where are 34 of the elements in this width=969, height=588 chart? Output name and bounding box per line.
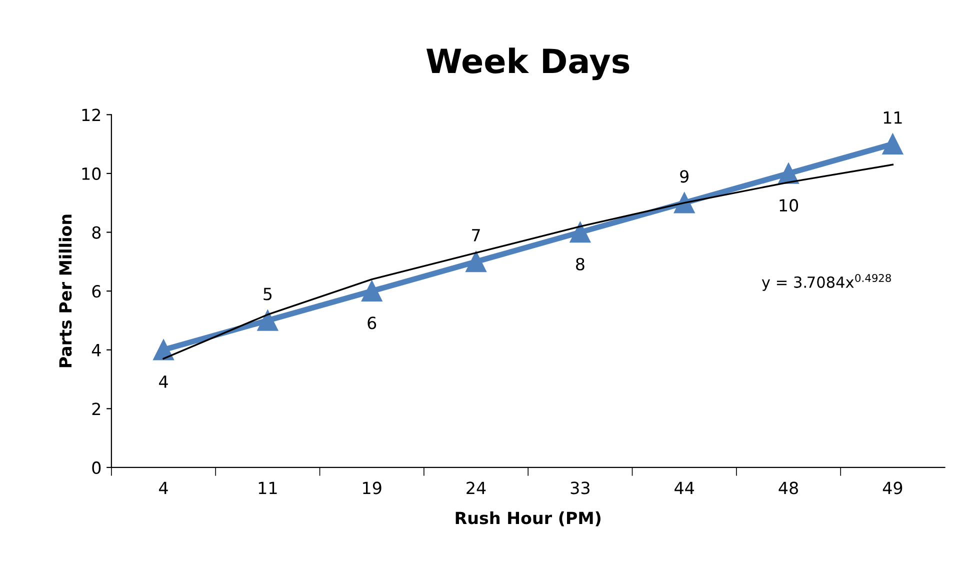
- x-tick-label: 49: [882, 482, 902, 494]
- x-tick-label: 33: [570, 482, 590, 494]
- data-label: 6: [368, 316, 376, 330]
- point: [361, 280, 382, 302]
- y-tick-label: 2: [92, 402, 100, 415]
- point: [570, 222, 591, 243]
- x-tick-label: 19: [363, 482, 382, 494]
- y-tick-label: 12: [82, 108, 100, 121]
- x-tick-label: 44: [674, 482, 694, 494]
- x-tick-label: 4: [159, 482, 168, 494]
- y-tick-label: 4: [92, 344, 101, 356]
- data-label: 7: [472, 229, 480, 242]
- data-label: 8: [576, 258, 584, 270]
- y-tick-label: 0: [92, 461, 101, 474]
- x-axis-title: Rush Hour (PM): [456, 511, 600, 526]
- data-label: 5: [264, 288, 272, 300]
- point: [257, 310, 278, 331]
- x-tick-label: 48: [778, 482, 798, 494]
- point: [466, 251, 486, 272]
- chart-title: Week Days: [426, 48, 630, 80]
- y-tick-label: 8: [92, 226, 101, 239]
- x-tick-label: 11: [258, 482, 277, 494]
- y-axis-title: Parts Per Million: [58, 214, 72, 368]
- annotation: y = 3.7084x$^{0.4928}$: [762, 274, 891, 291]
- x-tick-label: 24: [466, 482, 486, 494]
- data-label: 11: [884, 112, 902, 124]
- data-label: 10: [780, 199, 798, 212]
- y-tick-label: 10: [82, 167, 101, 180]
- data-label: 9: [680, 170, 688, 183]
- point: [674, 192, 695, 214]
- data-label: 4: [159, 376, 168, 388]
- point: [153, 339, 174, 360]
- y-tick-label: 6: [92, 285, 101, 298]
- point: [882, 134, 904, 154]
